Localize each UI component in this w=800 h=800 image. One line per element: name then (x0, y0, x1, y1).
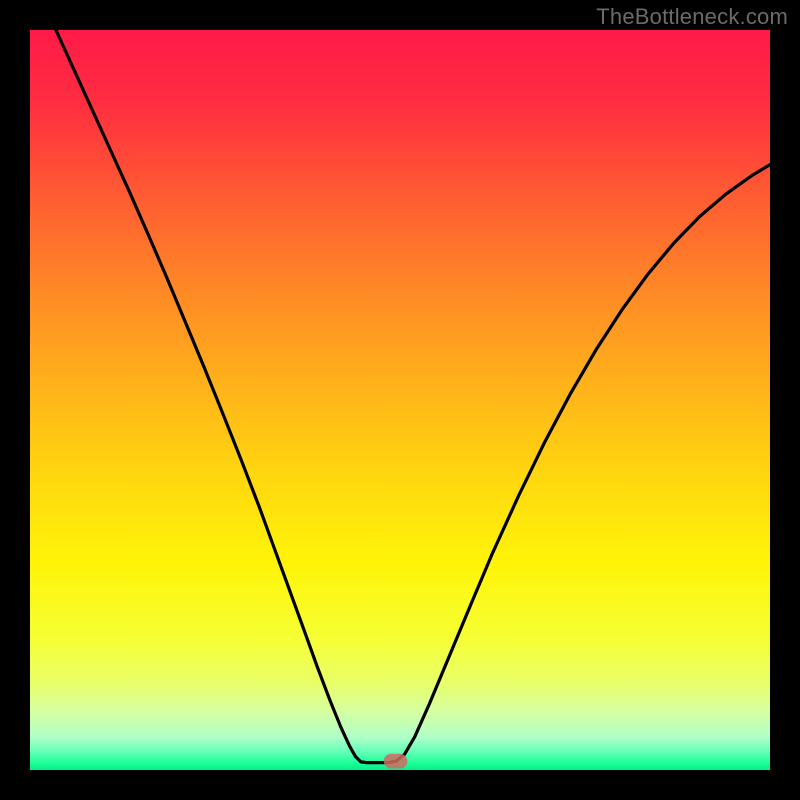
watermark-text: TheBottleneck.com (596, 4, 788, 30)
chart-svg (30, 30, 770, 770)
gradient-background (30, 30, 770, 770)
chart-plot-area (30, 30, 770, 770)
optimal-marker (384, 754, 408, 769)
